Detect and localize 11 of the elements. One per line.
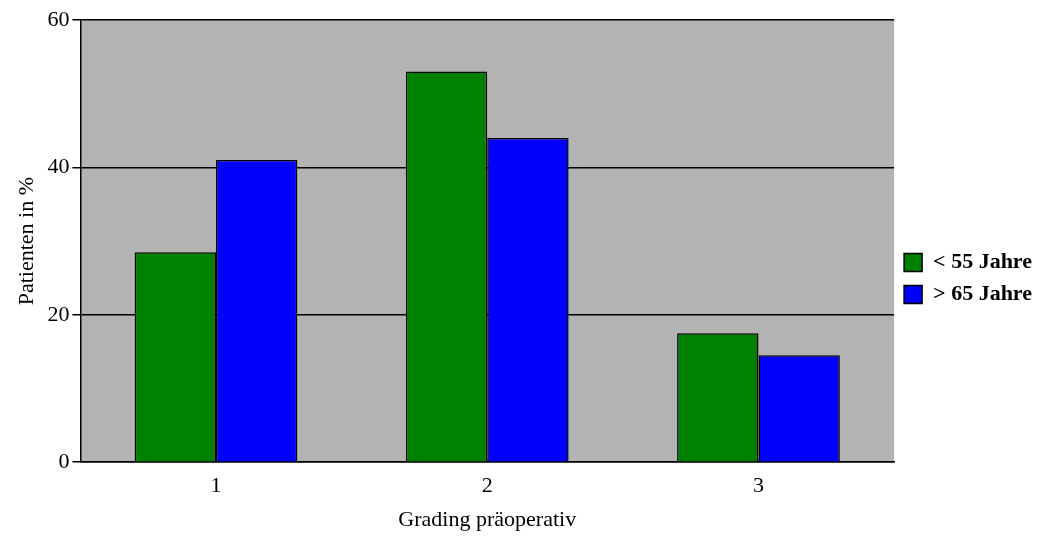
legend-label: > 65 Jahre	[933, 280, 1033, 306]
y-axis-title: Patienten in %	[12, 176, 38, 306]
x-axis-title: Grading präoperativ	[398, 505, 577, 531]
x-tick-label: 1	[210, 472, 222, 498]
y-tick-label: 20	[47, 300, 70, 326]
y-tick-label: 40	[47, 153, 70, 179]
x-tick-label: 2	[481, 472, 493, 498]
legend-label: < 55 Jahre	[933, 248, 1033, 274]
y-tick-label: 60	[47, 5, 70, 31]
x-tick-label: 3	[752, 472, 764, 498]
y-tick-label: 0	[58, 447, 70, 473]
